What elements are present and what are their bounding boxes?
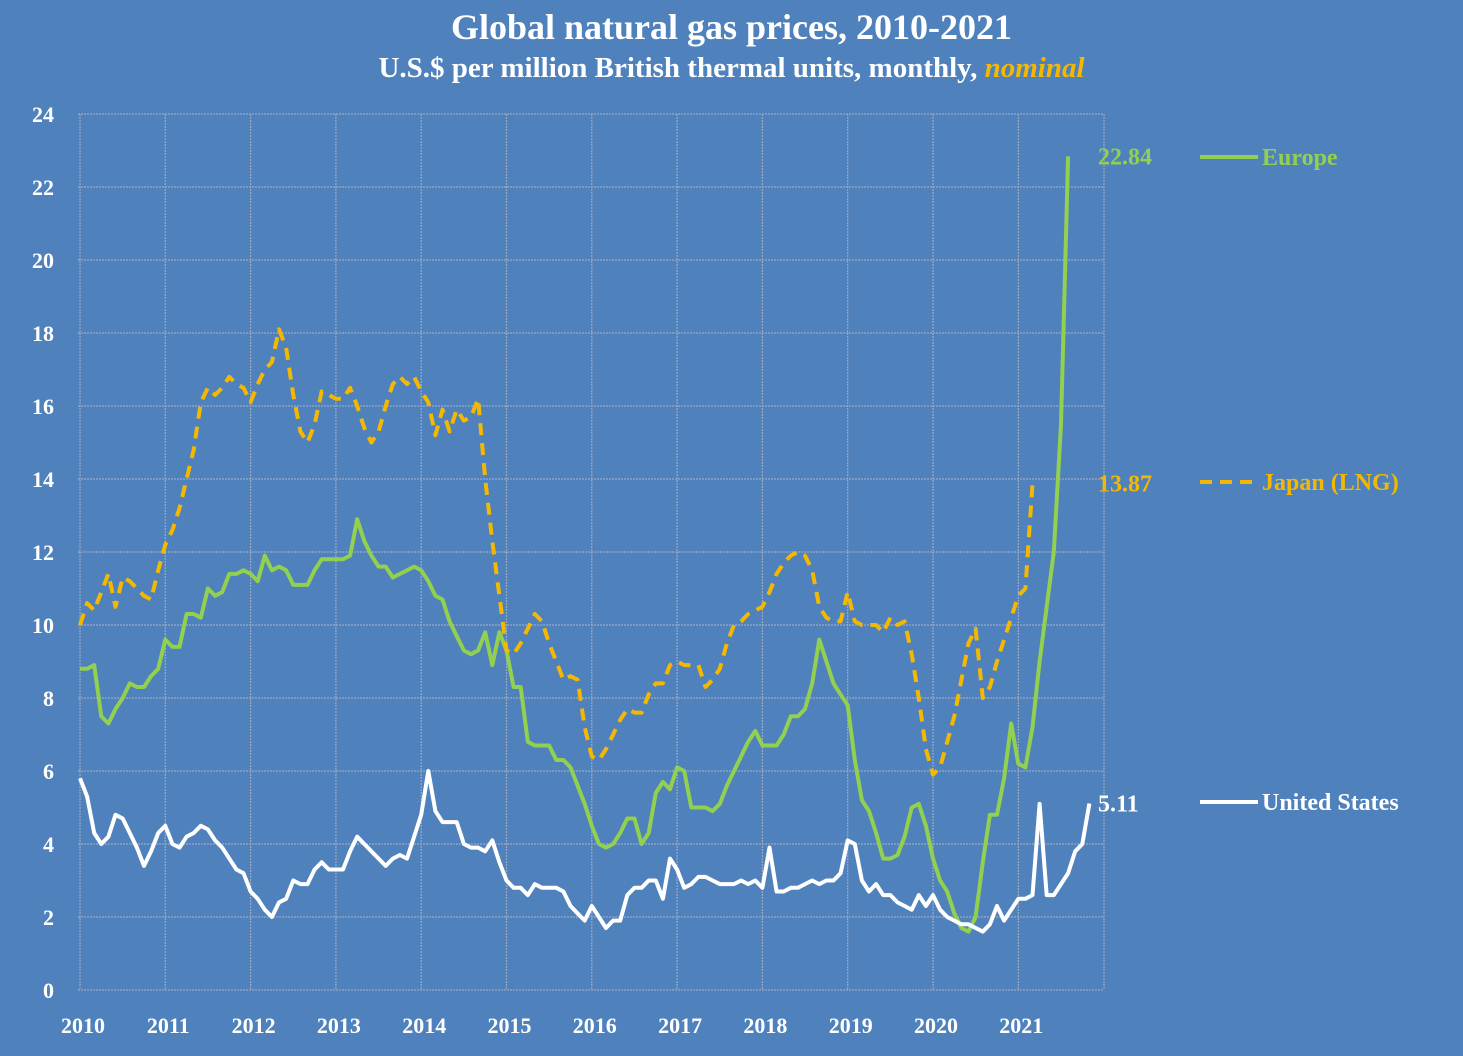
end-label-japan-lng: 13.87	[1098, 472, 1152, 498]
x-tick-label: 2018	[743, 1013, 787, 1038]
y-tick-label: 6	[43, 759, 54, 784]
end-label-europe: 22.84	[1098, 144, 1152, 170]
x-tick-label: 2016	[573, 1013, 617, 1038]
y-tick-label: 18	[32, 321, 54, 346]
chart-subtitle: U.S.$ per million British thermal units,…	[0, 52, 1463, 85]
subtitle-main: U.S.$ per million British thermal units,…	[378, 52, 978, 84]
end-label-united-states: 5.11	[1098, 791, 1139, 817]
y-tick-label: 4	[43, 832, 54, 857]
legend-label-europe: Europe	[1262, 145, 1338, 171]
x-tick-label: 2014	[402, 1013, 446, 1038]
x-tick-label: 2017	[658, 1013, 702, 1038]
legend-label-united-states: United States	[1262, 790, 1399, 816]
series-lines	[78, 156, 1092, 934]
subtitle-highlight: nominal	[984, 52, 1085, 84]
x-tick-label: 2012	[232, 1013, 276, 1038]
end-value-labels: 22.84 13.87 5.11	[1098, 144, 1152, 817]
x-tick-label: 2015	[488, 1013, 532, 1038]
gridlines	[78, 113, 1105, 991]
legend: Europe Japan (LNG) United States	[1200, 145, 1399, 816]
y-tick-label: 8	[43, 686, 54, 711]
y-tick-label: 24	[32, 102, 54, 127]
x-tick-label: 2020	[914, 1013, 958, 1038]
x-tick-label: 2021	[999, 1013, 1043, 1038]
x-tick-label: 2010	[61, 1013, 105, 1038]
y-tick-label: 10	[32, 613, 54, 638]
chart-title: Global natural gas prices, 2010-2021	[450, 7, 1012, 47]
series-line-japan-lng	[78, 327, 1035, 777]
series-line-europe	[80, 156, 1071, 934]
x-tick-label: 2013	[317, 1013, 361, 1038]
series-line-united-states	[78, 769, 1092, 934]
x-tick-label: 2019	[829, 1013, 873, 1038]
y-tick-label: 22	[32, 175, 54, 200]
y-tick-label: 16	[32, 394, 54, 419]
x-axis-ticks: 2010 2011 2012 2013 2014 2015 2016 2017 2018 2019…	[61, 1013, 1043, 1038]
y-tick-label: 0	[43, 978, 54, 1003]
y-tick-label: 12	[32, 540, 54, 565]
x-tick-label: 2011	[147, 1013, 190, 1038]
y-tick-label: 20	[32, 248, 54, 273]
y-tick-label: 2	[43, 905, 54, 930]
legend-label-japan-lng: Japan (LNG)	[1262, 470, 1399, 496]
y-tick-label: 14	[32, 467, 54, 492]
